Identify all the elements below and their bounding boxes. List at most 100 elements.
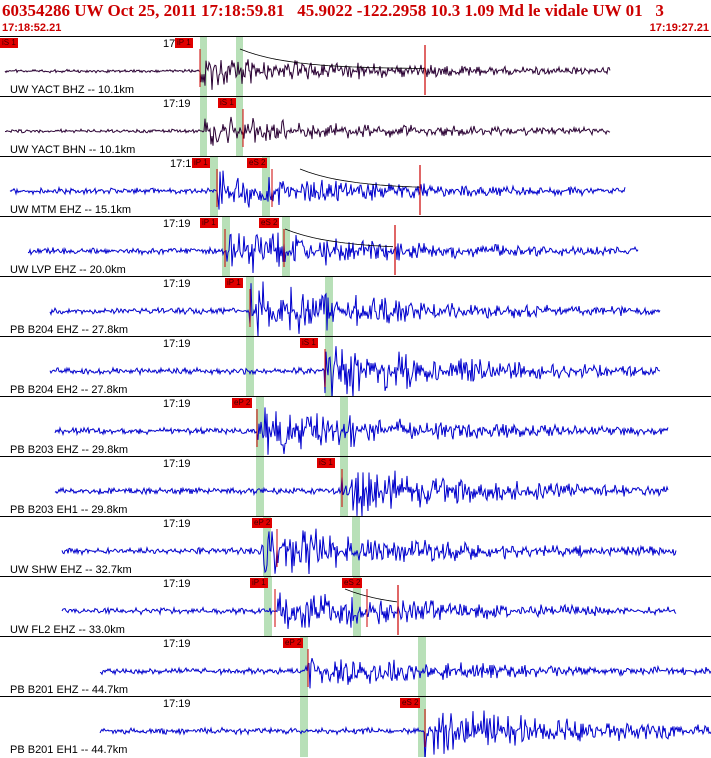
seismogram-canvas <box>4 37 611 97</box>
seismogram-canvas <box>61 577 677 637</box>
event-header: 60354286 UW Oct 25, 2011 17:18:59.81 45.… <box>0 0 711 36</box>
seismogram-panel: 17:19 eP 2 PB B201 EHZ -- 44.7km <box>0 636 711 697</box>
seismogram-canvas <box>49 337 661 397</box>
waveform-trace <box>4 59 611 90</box>
panel-time-label: 17:19 <box>163 638 191 650</box>
seismogram-panel: 17:19 iS 1 PB B203 EH1 -- 29.8km <box>0 456 711 517</box>
phase-pick-flag[interactable]: iS 1 <box>317 458 335 468</box>
phase-pick-flag[interactable]: iS 1 <box>218 98 236 108</box>
phase-pick-flag[interactable]: eS 2 <box>259 218 280 228</box>
phase-pick-flag[interactable]: iP 1 <box>225 278 243 288</box>
station-channel-label: UW SHW EHZ -- 32.7km <box>10 564 132 576</box>
waveform-trace <box>54 470 669 517</box>
pick-window-band <box>325 337 333 397</box>
pick-window-band <box>222 217 230 277</box>
station-channel-label: UW MTM EHZ -- 15.1km <box>10 204 131 216</box>
coda-curve <box>344 588 398 603</box>
pick-window-band <box>246 337 254 397</box>
phase-pick-flag[interactable]: iS 1 <box>0 38 18 48</box>
seismogram-panel: 17:19 iP 1 eS 2 UW FL2 EHZ -- 33.0km <box>0 576 711 637</box>
seismogram-canvas <box>99 697 711 757</box>
seismogram-canvas <box>61 517 677 577</box>
seismogram-canvas <box>49 277 661 337</box>
waveform-trace <box>61 592 677 629</box>
waveform-trace <box>4 116 611 146</box>
panel-time-label: 17:19 <box>163 458 191 470</box>
pick-window-band <box>256 457 264 517</box>
waveform-trace <box>99 657 711 689</box>
phase-pick-flag[interactable]: iP 1 <box>250 578 268 588</box>
seismogram-panel: 17:19 eP 2 PB B203 EHZ -- 29.8km <box>0 396 711 457</box>
pick-window-band <box>340 457 348 517</box>
coda-curve <box>299 168 421 188</box>
waveform-trace <box>49 346 661 397</box>
pick-window-band <box>200 97 207 157</box>
event-title: 60354286 UW Oct 25, 2011 17:18:59.81 45.… <box>2 1 664 20</box>
phase-pick-flag[interactable]: eP 2 <box>252 518 273 528</box>
pick-window-band <box>325 277 333 337</box>
panel-time-label: 17:19 <box>163 338 191 350</box>
seismogram-panel: 17:19 iP 1 eS 2 UW MTM EHZ -- 15.1km <box>0 156 711 217</box>
seismogram-canvas <box>4 97 611 157</box>
waveform-trace <box>49 281 661 337</box>
pick-window-band <box>418 697 426 757</box>
seismogram-canvas <box>54 457 669 517</box>
phase-pick-flag[interactable]: eP 2 <box>283 638 304 648</box>
pick-window-band <box>200 37 207 97</box>
panel-time-label: 17:19 <box>163 398 191 410</box>
pick-window-band <box>256 397 264 457</box>
pick-window-band <box>263 517 271 577</box>
seismogram-canvas <box>9 157 626 217</box>
pick-window-band <box>262 157 270 217</box>
station-channel-label: PB B203 EH1 -- 29.8km <box>10 504 128 516</box>
pick-window-band <box>300 637 308 697</box>
coda-curve <box>239 48 424 69</box>
panel-time-label: 17:19 <box>170 158 198 170</box>
waveform-trace <box>27 232 639 274</box>
seismogram-panel: 17:19 iS 1 UW YACT BHN -- 10.1km <box>0 96 711 157</box>
pick-window-band <box>353 577 361 637</box>
panel-time-label: 17:19 <box>163 698 191 710</box>
pick-window-band <box>300 697 308 757</box>
station-channel-label: UW FL2 EHZ -- 33.0km <box>10 624 125 636</box>
seismogram-panel: 17:19 eS 2 PB B201 EH1 -- 44.7km <box>0 696 711 757</box>
seismogram-panel: 17:19 iS 1 PB B204 EH2 -- 27.8km <box>0 336 711 397</box>
phase-pick-flag[interactable]: iP 1 <box>192 158 210 168</box>
window-start-time: 17:18:52.21 <box>2 22 62 34</box>
pick-window-band <box>282 217 290 277</box>
station-channel-label: PB B201 EH1 -- 44.7km <box>10 744 128 756</box>
seismogram-panel: 17:19 eP 2 UW SHW EHZ -- 32.7km <box>0 516 711 577</box>
waveform-trace <box>54 407 669 455</box>
waveform-trace <box>61 528 677 575</box>
panel-time-label: 17:19 <box>163 518 191 530</box>
pick-window-band <box>236 37 243 97</box>
seismogram-canvas <box>99 637 711 697</box>
pick-window-band <box>210 157 218 217</box>
panel-time-label: 17:19 <box>163 218 191 230</box>
seismogram-panel: 17:19 iP 1 PB B204 EHZ -- 27.8km <box>0 276 711 337</box>
seismogram-panel: 17:19 iP 1 eS 2 UW LVP EHZ -- 20.0km <box>0 216 711 277</box>
phase-pick-flag[interactable]: eP 2 <box>232 398 253 408</box>
seismogram-canvas <box>54 397 669 457</box>
waveform-trace <box>9 170 626 210</box>
phase-pick-flag[interactable]: eS 2 <box>247 158 268 168</box>
phase-pick-flag[interactable]: iP 1 <box>175 38 193 48</box>
coda-curve <box>284 228 394 248</box>
window-end-time: 17:19:27.21 <box>649 22 709 34</box>
panel-time-label: 17:19 <box>163 578 191 590</box>
station-channel-label: UW LVP EHZ -- 20.0km <box>10 264 126 276</box>
station-channel-label: PB B201 EHZ -- 44.7km <box>10 684 128 696</box>
phase-pick-flag[interactable]: eS 2 <box>342 578 363 588</box>
phase-pick-flag[interactable]: eS 2 <box>400 698 421 708</box>
station-channel-label: UW YACT BHN -- 10.1km <box>10 144 136 156</box>
phase-pick-flag[interactable]: iS 1 <box>300 338 318 348</box>
phase-pick-flag[interactable]: iP 1 <box>200 218 218 228</box>
station-channel-label: PB B204 EH2 -- 27.8km <box>10 384 128 396</box>
seismogram-canvas <box>27 217 639 277</box>
station-channel-label: UW YACT BHZ -- 10.1km <box>10 84 135 96</box>
pick-window-band <box>418 637 426 697</box>
panel-time-label: 17:19 <box>163 278 191 290</box>
station-channel-label: PB B204 EHZ -- 27.8km <box>10 324 128 336</box>
waveform-trace <box>99 710 711 757</box>
